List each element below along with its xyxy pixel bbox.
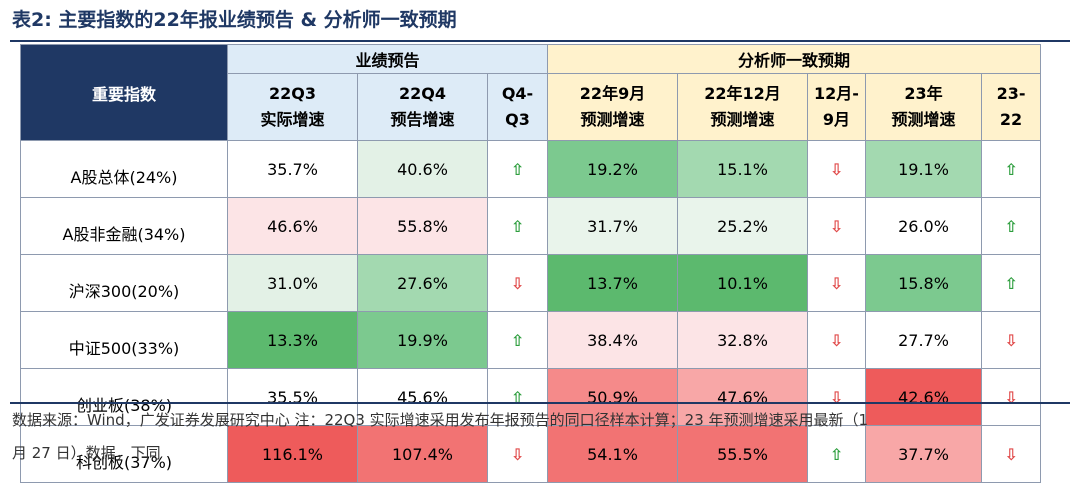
value-cell: 26.0% <box>865 197 982 255</box>
header-col-3: Q4- Q3 <box>487 73 548 141</box>
note-rule <box>10 402 1070 404</box>
value-cell: 37.7% <box>865 425 982 483</box>
value-cell: 50.9% <box>547 368 678 426</box>
header-col-2: 22Q4 预告增速 <box>357 73 488 141</box>
index-name: 沪深300(20%) <box>20 254 228 312</box>
header-col-8: 23- 22 <box>980 73 1042 141</box>
value-cell: 46.6% <box>227 197 358 255</box>
value-cell: 116.1% <box>227 425 358 483</box>
header-group-consensus: 分析师一致预期 <box>546 44 1042 74</box>
value-cell: 107.4% <box>357 425 488 483</box>
arrow-down-icon: ⇩ <box>487 254 548 312</box>
header-col-3-line-2: Q3 <box>505 110 530 129</box>
header-col-1-line-1: 22Q3 <box>269 84 316 103</box>
header-col-6: 12月- 9月 <box>807 73 866 141</box>
header-col-7-line-1: 23年 <box>904 84 943 103</box>
header-col-8-line-2: 22 <box>999 110 1023 129</box>
header-col-5-line-2: 预测增速 <box>710 110 775 129</box>
table-row: 中证500(33%) 13.3% 19.9% ⇧ 38.4% 32.8% ⇩ 27.7% ⇩ <box>20 311 1042 369</box>
header-col-2-line-1: 22Q4 <box>399 84 446 103</box>
header-col-6-line-1: 12月- <box>814 84 859 103</box>
header-col-3-line-1: Q4- <box>501 84 534 103</box>
value-cell: 35.7% <box>227 140 358 198</box>
value-cell: 35.5% <box>227 368 358 426</box>
header-col-4: 22年9月预测增速 <box>547 73 678 141</box>
index-name: A股总体(24%) <box>20 140 228 198</box>
header-col-4-line-1: 22年9月 <box>579 84 646 103</box>
value-cell: 31.7% <box>547 197 678 255</box>
arrow-down-icon: ⇩ <box>980 425 1042 483</box>
arrow-up-icon: ⇧ <box>980 197 1042 255</box>
value-cell: 13.7% <box>547 254 678 312</box>
value-cell: 32.8% <box>677 311 808 369</box>
value-cell: 27.6% <box>357 254 488 312</box>
value-cell: 42.6% <box>865 368 982 426</box>
value-cell: 25.2% <box>677 197 808 255</box>
header-col-5-line-1: 22年12月 <box>704 84 781 103</box>
header-col-1-line-2: 实际增速 <box>260 110 325 129</box>
value-cell: 40.6% <box>357 140 488 198</box>
value-cell: 47.6% <box>677 368 808 426</box>
header-col-6-line-2: 9月 <box>822 110 851 129</box>
value-cell: 19.9% <box>357 311 488 369</box>
arrow-up-icon: ⇧ <box>487 197 548 255</box>
note-line-2: 月 27 日）数据，下同 <box>12 444 161 462</box>
title-rule <box>10 40 1070 42</box>
arrow-up-icon: ⇧ <box>980 140 1042 198</box>
value-cell: 13.3% <box>227 311 358 369</box>
value-cell: 10.1% <box>677 254 808 312</box>
header-col-2-line-2: 预告增速 <box>390 110 455 129</box>
arrow-up-icon: ⇧ <box>807 425 866 483</box>
arrow-down-icon: ⇩ <box>980 311 1042 369</box>
value-cell: 38.4% <box>547 311 678 369</box>
source-note: 数据来源：Wind，广发证券发展研究中心 注：22Q3 实际增速采用发布年报预告… <box>12 404 1070 470</box>
header-col-1: 22Q3 实际增速 <box>227 73 358 141</box>
value-cell: 27.7% <box>865 311 982 369</box>
table-row: 沪深300(20%) 31.0% 27.6% ⇩ 13.7% 10.1% ⇩ 15.8% ⇧ <box>20 254 1042 312</box>
value-cell: 54.1% <box>547 425 678 483</box>
arrow-up-icon: ⇧ <box>487 140 548 198</box>
forecast-table: 重要指数 业绩预告 分析师一致预期 22Q3 实际增速 22Q4 预告增速 Q4- Q3 2… <box>20 44 1042 483</box>
header-col-8-line-1: 23- <box>996 84 1026 103</box>
header-col-7-line-2: 预测增速 <box>891 110 956 129</box>
arrow-down-icon: ⇩ <box>980 368 1042 426</box>
header-col-5: 22年12月 预测增速 <box>677 73 808 141</box>
table-row: 创业板(38%) 35.5% 45.6% ⇧ 50.9% 47.6% ⇩ 42.6% ⇩ <box>20 368 1042 426</box>
value-cell: 19.2% <box>547 140 678 198</box>
arrow-down-icon: ⇩ <box>807 140 866 198</box>
value-cell: 55.8% <box>357 197 488 255</box>
table-row: A股非金融(34%) 46.6% 55.8% ⇧ 31.7% 25.2% ⇩ 26.0% ⇧ <box>20 197 1042 255</box>
table-title: 表2: 主要指数的22年报业绩预告 & 分析师一致预期 <box>12 9 457 31</box>
arrow-up-icon: ⇧ <box>487 311 548 369</box>
value-cell: 19.1% <box>865 140 982 198</box>
table-row: A股总体(24%) 35.7% 40.6% ⇧ 19.2% 15.1% ⇩ 19.1% ⇧ <box>20 140 1042 198</box>
index-name: 科创板(37%) <box>20 425 228 483</box>
value-cell: 15.1% <box>677 140 808 198</box>
table-row: 科创板(37%) 116.1% 107.4% ⇩ 54.1% 55.5% ⇧ 37.7% ⇩ <box>20 425 1042 483</box>
arrow-up-icon: ⇧ <box>980 254 1042 312</box>
header-group-forecast: 业绩预告 <box>227 44 548 74</box>
arrow-down-icon: ⇩ <box>807 311 866 369</box>
value-cell: 55.5% <box>677 425 808 483</box>
header-col-4-line-2: 预测增速 <box>580 110 645 129</box>
arrow-down-icon: ⇩ <box>807 197 866 255</box>
value-cell: 31.0% <box>227 254 358 312</box>
arrow-down-icon: ⇩ <box>807 254 866 312</box>
index-name: A股非金融(34%) <box>20 197 228 255</box>
arrow-down-icon: ⇩ <box>487 425 548 483</box>
header-col-7: 23年预测增速 <box>865 73 982 141</box>
value-cell: 15.8% <box>865 254 982 312</box>
note-line-1: 数据来源：Wind，广发证券发展研究中心 注：22Q3 实际增速采用发布年报预告… <box>12 411 869 429</box>
header-index: 重要指数 <box>20 44 228 141</box>
index-name: 中证500(33%) <box>20 311 228 369</box>
